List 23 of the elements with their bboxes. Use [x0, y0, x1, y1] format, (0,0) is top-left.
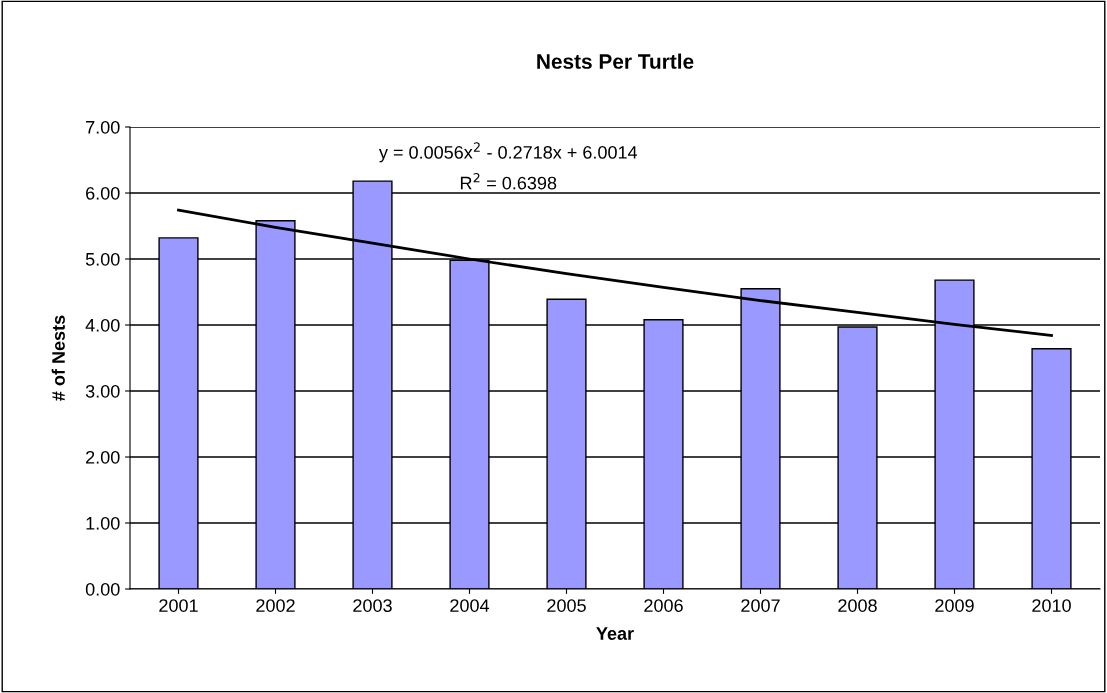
x-tick-label: 2006 [644, 599, 683, 612]
x-tick-label: 2009 [935, 599, 974, 612]
annotation: R$^{2}$ = 0.6398 [460, 172, 557, 190]
y-tick-label: 3.00 [85, 384, 120, 398]
x-tick-label: 2005 [547, 599, 586, 612]
y-tick-label: 0.00 [85, 582, 120, 596]
y-tick-label: 2.00 [86, 450, 120, 464]
x-tick-label: 2007 [741, 599, 780, 612]
y-tick-label: 5.00 [85, 252, 120, 266]
x-tick-label: 2010 [1032, 599, 1071, 612]
x-axis-title: Year [596, 627, 634, 640]
chart-title: Nests Per Turtle [537, 53, 694, 69]
annotation: y = 0.0056x$^{2}$ - 0.2718x + 6.0014 [378, 142, 638, 163]
x-tick-label: 2004 [450, 599, 490, 612]
y-tick-label: 1.00 [86, 516, 120, 530]
y-tick-label: 4.00 [85, 318, 120, 332]
x-tick-label: 2002 [256, 599, 295, 612]
y-axis-title: # of Nests [51, 315, 65, 401]
x-tick-label: 2008 [838, 599, 877, 612]
x-tick-label: 2001 [159, 599, 198, 612]
y-tick-label: 6.00 [86, 186, 120, 200]
y-tick-label: 7.00 [86, 120, 120, 134]
x-tick-label: 2003 [353, 599, 392, 612]
